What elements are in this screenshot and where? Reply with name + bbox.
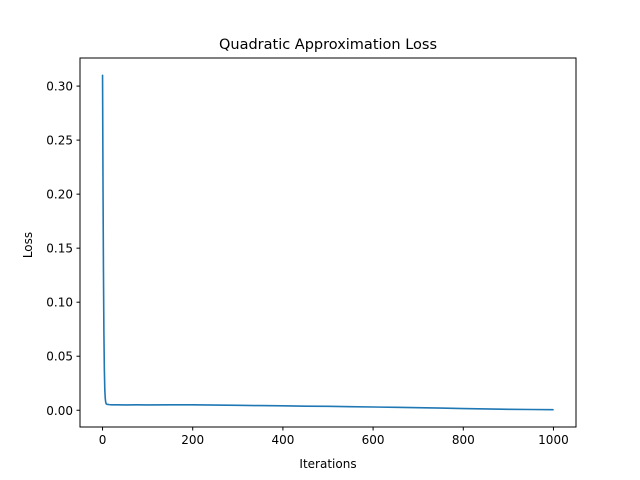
x-tick-label: 1000 xyxy=(538,433,569,447)
loss-series-line xyxy=(101,74,554,411)
y-tick-label: 0.20 xyxy=(46,188,73,202)
x-axis-label: Iterations xyxy=(299,457,356,471)
y-tick-label: 0.30 xyxy=(46,80,73,94)
y-tick-label: 0.15 xyxy=(46,242,73,256)
x-tick-label: 600 xyxy=(362,433,385,447)
y-tick-label: 0.10 xyxy=(46,296,73,310)
y-tick-label: 0.25 xyxy=(46,134,73,148)
x-axis-ticks: 0 200 400 600 800 1000 xyxy=(99,427,569,447)
x-tick-label: 0 xyxy=(99,433,107,447)
plot-area xyxy=(101,74,554,411)
y-tick-label: 0.05 xyxy=(46,350,73,364)
y-axis-ticks: 0.00 0.05 0.10 0.15 0.20 0.25 0.30 xyxy=(46,80,80,418)
y-tick-label: 0.00 xyxy=(46,404,73,418)
chart-title: Quadratic Approximation Loss xyxy=(219,37,437,53)
x-tick-label: 200 xyxy=(181,433,204,447)
y-axis-label: Loss xyxy=(21,232,35,258)
x-tick-label: 800 xyxy=(452,433,475,447)
plot-frame xyxy=(79,57,577,428)
x-tick-label: 400 xyxy=(271,433,294,447)
